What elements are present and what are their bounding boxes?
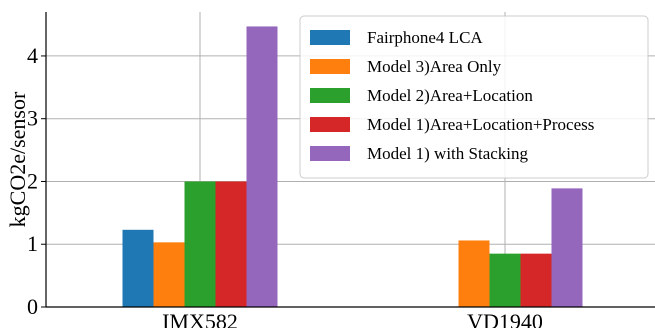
y-axis-label: kgCO2e/sensor [5,91,30,227]
bars [122,26,583,308]
legend-label-0: Fairphone4 LCA [367,28,483,47]
y-tick-label-0: 0 [27,294,38,319]
bar-vd1940-series-2 [489,253,521,307]
legend-label-1: Model 3)Area Only [367,57,502,76]
y-tick-label-2: 2 [27,168,38,193]
legend-label-2: Model 2)Area+Location [367,86,533,105]
y-tick-label-1: 1 [27,231,38,256]
legend-swatch-0 [310,30,350,45]
bar-imx582-series-1 [153,242,185,307]
legend-box [299,15,649,179]
legend-swatch-2 [310,88,350,103]
legend-swatch-4 [310,146,350,161]
bar-imx582-series-3 [215,181,247,307]
bar-imx582-series-4 [246,26,278,308]
bar-vd1940-series-4 [551,188,583,307]
legend-label-3: Model 1)Area+Location+Process [367,115,594,134]
bar-vd1940-series-1 [458,240,490,307]
bar-imx582-series-0 [122,229,154,307]
legend-label-4: Model 1) with Stacking [367,144,529,163]
y-tick-label-3: 3 [27,106,38,131]
x-tick-label-0: IMX582 [162,309,238,328]
y-tick-label-4: 4 [27,43,38,68]
legend: Fairphone4 LCA Model 3)Area Only Model 2)A… [299,15,649,179]
legend-swatch-3 [310,117,350,132]
legend-swatch-1 [310,59,350,74]
bar-imx582-series-2 [184,181,216,307]
bar-vd1940-series-3 [520,253,552,307]
x-tick-label-1: VD1940 [467,309,543,328]
